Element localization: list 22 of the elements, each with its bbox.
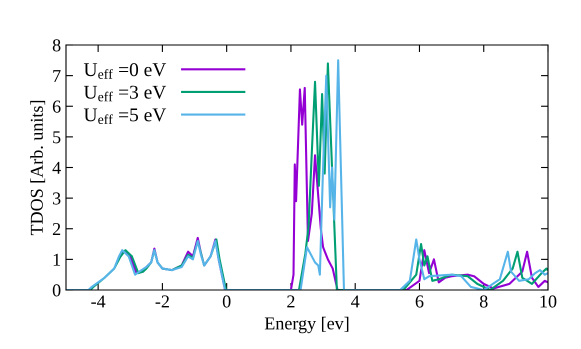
x-tick-label: -4 xyxy=(91,296,106,308)
y-axis-title: TDOS [Arb. units] xyxy=(30,100,46,236)
y-tick-label: 8 xyxy=(52,39,60,52)
x-tick-label: 4 xyxy=(351,296,360,308)
x-tick-label: -2 xyxy=(156,295,169,308)
y-tick-label: 0 xyxy=(52,284,60,296)
x-axis-title: Energy [ev] xyxy=(264,316,348,334)
legend-label: U$_{eff}$ =5 eV xyxy=(84,108,166,124)
y-tick-label: 5 xyxy=(53,131,60,144)
y-tick-label: 6 xyxy=(52,100,61,113)
y-tick-label: 7 xyxy=(53,70,61,82)
x-tick-label: 10 xyxy=(540,295,556,308)
legend-label: U$_{eff}$ =3 eV xyxy=(84,86,166,102)
x-tick-label: 8 xyxy=(480,295,488,308)
y-tick-label: 3 xyxy=(52,192,60,205)
x-tick-label: 2 xyxy=(287,295,294,308)
y-tick-label: 1 xyxy=(54,254,60,266)
x-tick-label: 0 xyxy=(222,295,230,308)
x-tick-label: 6 xyxy=(416,295,424,308)
y-tick-label: 2 xyxy=(52,223,60,236)
y-tick-label: 4 xyxy=(52,162,61,174)
legend-label: U$_{eff}$ =0 eV xyxy=(84,63,166,79)
